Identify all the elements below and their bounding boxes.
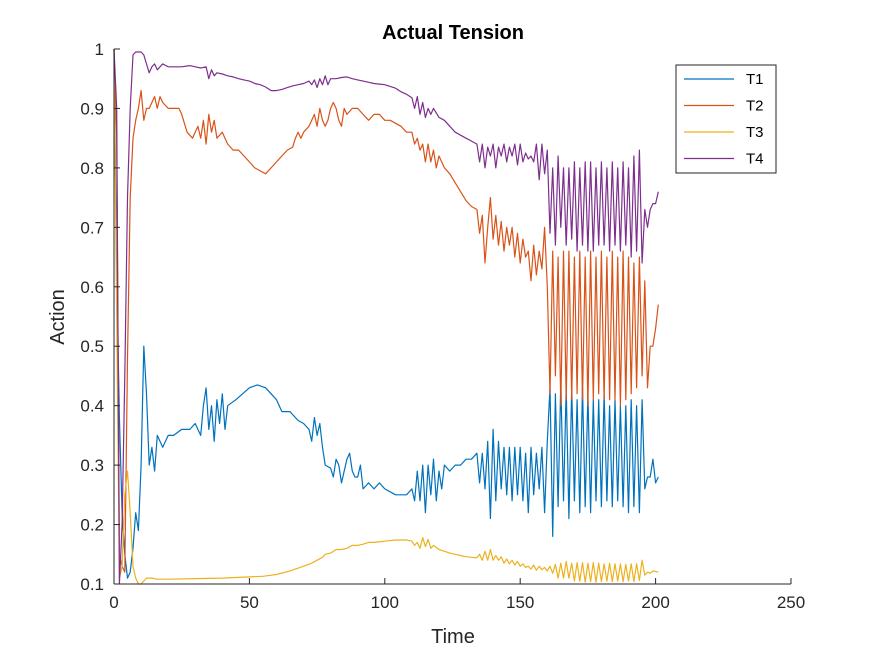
- y-tick-label: 0.4: [80, 397, 104, 416]
- legend-label-t2: T2: [746, 98, 764, 115]
- y-tick-label: 0.1: [80, 575, 104, 594]
- legend-label-t1: T1: [746, 71, 764, 88]
- y-tick-label: 0.7: [80, 218, 104, 237]
- x-tick-label: 150: [506, 593, 534, 612]
- series-line-t2: [113, 48, 659, 573]
- y-tick-label: 1: [95, 40, 104, 59]
- y-tick-label: 0.5: [80, 337, 104, 356]
- y-axis-label: Action: [47, 289, 69, 345]
- y-tick-label: 0.6: [80, 278, 104, 297]
- plot-lines: [113, 48, 659, 585]
- x-tick-label: 200: [641, 593, 669, 612]
- legend-label-t4: T4: [746, 151, 764, 168]
- series-line-t4: [113, 48, 659, 585]
- x-axis-label: Time: [431, 626, 475, 648]
- y-ticks: 0.1 0.2 0.3 0.4 0.5 0.6 0.7 0.8 0.9 1: [80, 40, 120, 594]
- x-tick-label: 250: [777, 593, 805, 612]
- series-line-t3: [113, 48, 659, 585]
- legend-label-t3: T3: [746, 124, 764, 141]
- x-tick-label: 50: [240, 593, 259, 612]
- y-tick-label: 0.9: [80, 99, 104, 118]
- y-tick-label: 0.3: [80, 456, 104, 475]
- chart-title: Actual Tension: [382, 22, 524, 44]
- x-tick-label: 0: [109, 593, 118, 612]
- legend-box: [675, 64, 777, 174]
- x-ticks: 0 50 100 150 200 250: [109, 578, 805, 612]
- y-tick-label: 0.2: [80, 516, 104, 535]
- y-tick-label: 0.8: [80, 159, 104, 178]
- series-line-t1: [113, 48, 659, 579]
- x-tick-label: 100: [371, 593, 399, 612]
- legend: T1 T2 T3 T4: [675, 64, 777, 174]
- axes: [113, 49, 791, 585]
